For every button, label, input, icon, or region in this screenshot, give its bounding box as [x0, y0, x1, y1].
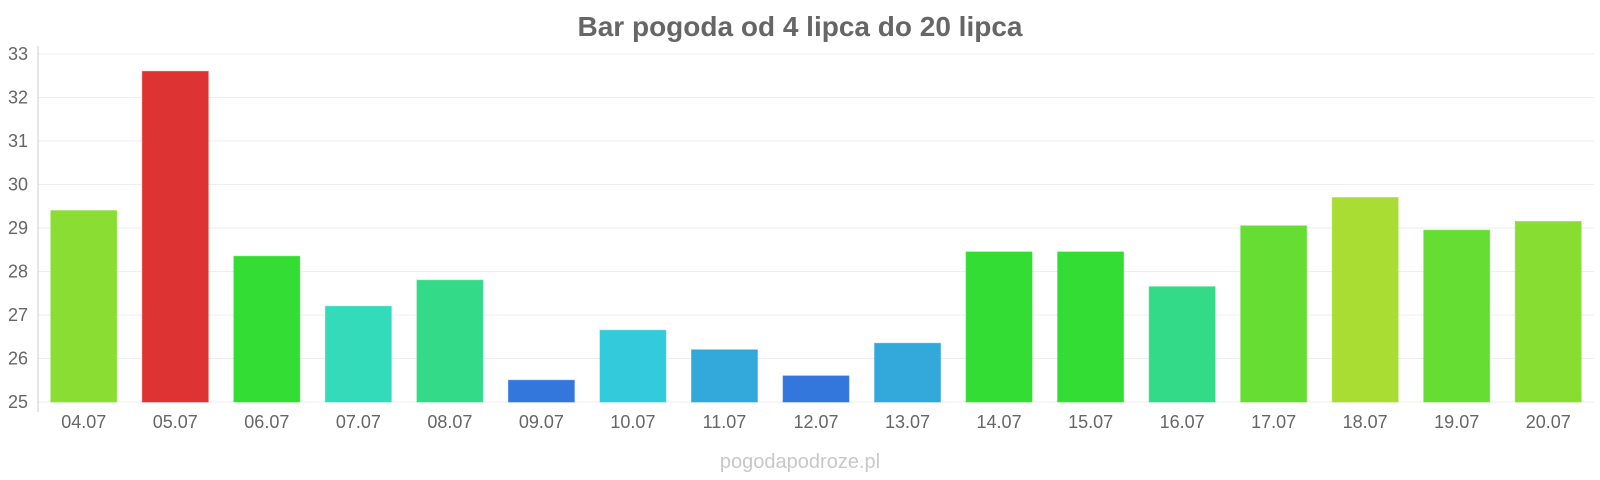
bar-18.07 — [1331, 197, 1399, 403]
bar-05.07 — [141, 70, 209, 403]
y-tick-label: 25 — [8, 392, 28, 412]
y-tick-label: 33 — [8, 44, 28, 64]
x-tick-label: 15.07 — [1068, 412, 1113, 432]
y-tick-label: 28 — [8, 262, 28, 282]
x-axis-ticks: 04.07 05.07 06.07 07.07 08.07 09.07 10.07 11.07… — [61, 412, 1571, 432]
x-tick-label: 16.07 — [1160, 412, 1205, 432]
y-tick-label: 27 — [8, 305, 28, 325]
x-tick-label: 05.07 — [153, 412, 198, 432]
x-tick-label: 06.07 — [244, 412, 289, 432]
bar-11.07 — [691, 349, 758, 403]
bar-04.07 — [50, 210, 118, 403]
x-tick-label: 17.07 — [1251, 412, 1296, 432]
bar-09.07 — [507, 379, 575, 403]
bar-16.07 — [1148, 286, 1216, 403]
y-tick-label: 31 — [8, 131, 28, 151]
watermark: pogodapodroze.pl — [720, 451, 880, 473]
x-tick-label: 07.07 — [336, 412, 381, 432]
chart-title: Bar pogoda od 4 lipca do 20 lipca — [578, 11, 1023, 42]
bar-07.07 — [324, 305, 392, 403]
y-tick-label: 29 — [8, 218, 28, 238]
y-tick-label: 32 — [8, 88, 28, 108]
y-tick-label: 30 — [8, 175, 28, 195]
x-tick-label: 13.07 — [885, 412, 930, 432]
bars — [50, 70, 1582, 403]
x-tick-label: 14.07 — [977, 412, 1022, 432]
x-tick-label: 18.07 — [1343, 412, 1388, 432]
y-tick-label: 26 — [8, 349, 28, 369]
y-axis-ticks: 25 26 27 28 29 30 31 32 33 — [8, 44, 28, 412]
bar-08.07 — [416, 279, 484, 403]
bar-13.07 — [874, 342, 941, 403]
x-tick-label: 12.07 — [793, 412, 838, 432]
bar-14.07 — [965, 251, 1033, 403]
bar-10.07 — [599, 329, 667, 403]
bar-17.07 — [1240, 225, 1308, 403]
x-tick-label: 08.07 — [427, 412, 472, 432]
x-tick-label: 20.07 — [1526, 412, 1571, 432]
bar-20.07 — [1514, 220, 1582, 403]
bar-12.07 — [782, 375, 850, 403]
bar-06.07 — [233, 255, 301, 403]
x-tick-label: 10.07 — [610, 412, 655, 432]
bar-19.07 — [1423, 229, 1491, 403]
x-tick-label: 04.07 — [61, 412, 106, 432]
x-tick-label: 19.07 — [1434, 412, 1479, 432]
x-tick-label: 11.07 — [703, 412, 747, 432]
bar-15.07 — [1057, 251, 1125, 403]
x-tick-label: 09.07 — [519, 412, 564, 432]
